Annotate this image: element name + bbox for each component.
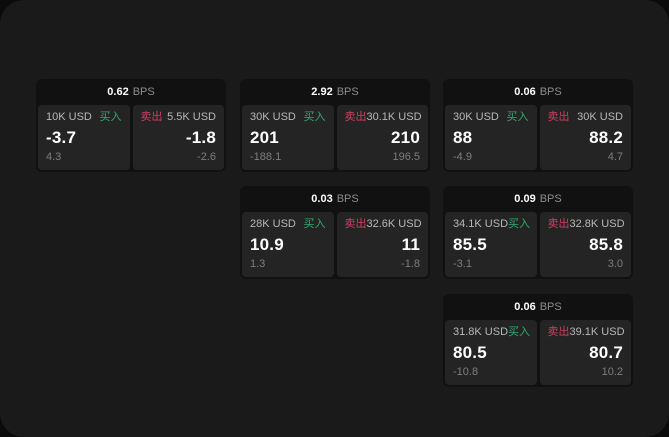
sell-delta: 3.0 [607,258,623,270]
buy-label: 买入 [506,111,529,123]
buy-panel[interactable]: 31.8K USD 买入 80.5 -10.8 [445,320,537,385]
buy-amount: 30K USD [453,111,499,123]
sell-label: 卖出 [547,218,570,230]
buy-delta: -4.9 [453,151,472,163]
sell-panel[interactable]: 卖出 30.1K USD 210 196.5 [336,105,428,170]
buy-panel[interactable]: 28K USD 买入 10.9 1.3 [242,212,334,277]
buy-delta: -3.1 [453,258,472,270]
quote-panels: 31.8K USD 买入 80.5 -10.8 卖出 39.1K USD 80.… [443,320,633,387]
buy-label: 买入 [303,218,326,230]
card-header: 0.62 BPS [36,79,226,105]
bps-value: 0.06 [514,86,536,98]
buy-label: 买入 [99,111,122,123]
sell-panel[interactable]: 卖出 30K USD 88.2 4.7 [539,105,631,170]
sell-label: 卖出 [140,111,163,123]
bps-value: 0.06 [514,301,536,313]
buy-delta: -188.1 [250,151,282,163]
buy-amount: 34.1K USD [453,218,509,230]
sell-price: 11 [401,234,420,254]
bps-value: 0.09 [514,193,536,205]
buy-delta: 1.3 [250,258,266,270]
buy-label: 买入 [303,111,326,123]
sell-amount: 30.1K USD [366,111,422,123]
buy-price: 201 [250,127,279,147]
sell-label: 卖出 [344,218,367,230]
buy-amount: 10K USD [46,111,92,123]
bps-unit-label: BPS [539,86,562,98]
sell-label: 卖出 [344,111,367,123]
sell-label: 卖出 [547,111,570,123]
buy-amount: 28K USD [250,218,296,230]
bps-value: 0.03 [311,193,333,205]
card-header: 2.92 BPS [240,79,430,105]
buy-label: 买入 [508,218,531,230]
buy-price: 80.5 [453,342,487,362]
sell-price: 80.7 [589,342,623,362]
buy-price: 10.9 [250,234,284,254]
sell-amount: 5.5K USD [167,111,216,123]
bps-unit-label: BPS [336,86,359,98]
sell-delta: -2.6 [197,151,216,163]
buy-price: 88 [453,127,473,147]
buy-label: 买入 [508,326,531,338]
buy-delta: 4.3 [46,151,62,163]
buy-delta: -10.8 [453,366,479,378]
quote-card: 0.09 BPS 34.1K USD 买入 85.5 -3.1 卖出 32.8K… [443,186,633,279]
quote-card: 2.92 BPS 30K USD 买入 201 -188.1 卖出 30.1K … [240,79,430,172]
quote-panels: 34.1K USD 买入 85.5 -3.1 卖出 32.8K USD 85.8… [443,212,633,279]
sell-panel[interactable]: 卖出 5.5K USD -1.8 -2.6 [132,105,224,170]
bps-value: 2.92 [311,86,333,98]
sell-delta: 196.5 [392,151,420,163]
sell-price: 88.2 [589,127,623,147]
sell-panel[interactable]: 卖出 39.1K USD 80.7 10.2 [539,320,631,385]
sell-panel[interactable]: 卖出 32.8K USD 85.8 3.0 [539,212,631,277]
bps-value: 0.62 [107,86,129,98]
card-header: 0.03 BPS [240,186,430,212]
sell-price: -1.8 [185,127,216,147]
buy-panel[interactable]: 34.1K USD 买入 85.5 -3.1 [445,212,537,277]
quote-card: 0.62 BPS 10K USD 买入 -3.7 4.3 卖出 5.5K USD [36,79,226,172]
quote-panels: 28K USD 买入 10.9 1.3 卖出 32.6K USD 11 -1.8 [240,212,430,279]
sell-amount: 30K USD [577,111,623,123]
bps-unit-label: BPS [132,86,155,98]
buy-amount: 31.8K USD [453,326,509,338]
sell-amount: 39.1K USD [569,326,625,338]
buy-panel[interactable]: 30K USD 买入 88 -4.9 [445,105,537,170]
sell-price: 210 [391,127,420,147]
quote-panels: 10K USD 买入 -3.7 4.3 卖出 5.5K USD -1.8 -2.… [36,105,226,172]
sell-label: 卖出 [547,326,570,338]
buy-panel[interactable]: 30K USD 买入 201 -188.1 [242,105,334,170]
quote-panels: 30K USD 买入 88 -4.9 卖出 30K USD 88.2 4.7 [443,105,633,172]
bps-unit-label: BPS [539,193,562,205]
buy-amount: 30K USD [250,111,296,123]
quote-panels: 30K USD 买入 201 -188.1 卖出 30.1K USD 210 1… [240,105,430,172]
card-header: 0.06 BPS [443,294,633,320]
sell-amount: 32.6K USD [366,218,422,230]
quote-card: 0.06 BPS 31.8K USD 买入 80.5 -10.8 卖出 39.1… [443,294,633,387]
sell-panel[interactable]: 卖出 32.6K USD 11 -1.8 [336,212,428,277]
card-header: 0.06 BPS [443,79,633,105]
sell-delta: 4.7 [607,151,623,163]
bps-unit-label: BPS [336,193,359,205]
sell-price: 85.8 [589,234,623,254]
quote-card: 0.03 BPS 28K USD 买入 10.9 1.3 卖出 32.6K US… [240,186,430,279]
buy-price: 85.5 [453,234,487,254]
bps-unit-label: BPS [539,301,562,313]
card-header: 0.09 BPS [443,186,633,212]
buy-panel[interactable]: 10K USD 买入 -3.7 4.3 [38,105,130,170]
sell-delta: -1.8 [401,258,420,270]
buy-price: -3.7 [46,127,77,147]
sell-delta: 10.2 [601,366,623,378]
sell-amount: 32.8K USD [569,218,625,230]
quote-card: 0.06 BPS 30K USD 买入 88 -4.9 卖出 30K USD [443,79,633,172]
